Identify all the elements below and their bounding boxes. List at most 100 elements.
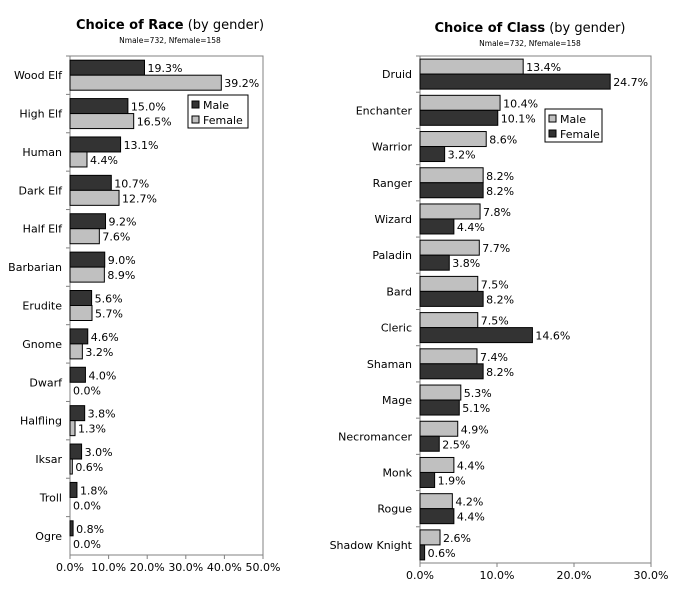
race-data-label: 9.2%	[109, 216, 137, 229]
race-bar-male	[69, 443, 83, 460]
class-x-tick-label: 0.0%	[406, 569, 434, 582]
race-title-main: Choice of Race	[75, 18, 184, 33]
class-bar-male	[419, 456, 455, 473]
race-bar-female	[69, 305, 93, 321]
race-x-tick-label: 30.0%	[168, 561, 203, 574]
class-bar-female	[419, 218, 455, 235]
race-bar-male	[69, 213, 107, 230]
class-data-label: 4.4%	[457, 511, 485, 524]
class-bar-female	[419, 290, 484, 307]
race-data-label: 0.0%	[73, 499, 101, 512]
race-data-label: 13.1%	[124, 139, 159, 152]
race-x-tick-label: 20.0%	[130, 561, 165, 574]
class-category-label: Mage	[382, 394, 412, 407]
class-category-label: Druid	[382, 68, 412, 81]
race-x-tick-label: 40.0%	[207, 561, 242, 574]
class-bar-female	[419, 182, 484, 199]
race-data-label: 15.0%	[131, 101, 166, 114]
class-data-label: 24.7%	[613, 76, 648, 89]
class-bar-male	[419, 420, 459, 437]
race-bar-male	[69, 520, 74, 537]
race-chart-subtitle: Nmale=732, Nfemale=158	[119, 36, 221, 45]
race-data-label: 8.9%	[107, 269, 135, 282]
class-bar-female	[419, 146, 446, 163]
race-data-label: 5.7%	[95, 308, 123, 321]
race-category-label: Ogre	[35, 530, 62, 543]
class-data-label: 13.4%	[526, 61, 561, 74]
race-bar-female	[69, 458, 73, 475]
class-data-label: 5.3%	[464, 387, 492, 400]
race-chart-title: Choice of Race (by gender)	[60, 18, 280, 33]
race-category-label: Erudite	[22, 300, 62, 313]
race-data-label: 3.0%	[85, 446, 113, 459]
race-data-label: 4.6%	[91, 331, 119, 344]
race-legend-label-female: Female	[203, 114, 243, 127]
race-bar-female	[69, 189, 120, 206]
race-data-label: 0.0%	[73, 538, 101, 551]
race-category-label: Dark Elf	[19, 184, 64, 197]
class-data-label: 8.2%	[486, 293, 514, 306]
race-title-suffix: (by gender)	[187, 18, 265, 33]
class-data-label: 4.9%	[461, 423, 489, 436]
race-bar-female	[69, 113, 135, 130]
class-x-tick-label: 10.0%	[480, 569, 515, 582]
class-bar-male	[419, 275, 479, 292]
race-bar-female	[69, 266, 105, 283]
class-data-label: 1.9%	[438, 474, 466, 487]
class-data-label: 8.2%	[486, 170, 514, 183]
class-category-label: Paladin	[372, 249, 412, 262]
class-bar-male	[419, 529, 441, 546]
class-data-label: 7.7%	[482, 242, 510, 255]
class-category-label: Necromancer	[338, 430, 412, 443]
class-legend-swatch-male	[548, 114, 557, 123]
race-category-label: Gnome	[22, 338, 62, 351]
class-category-label: Shaman	[367, 358, 412, 371]
class-bar-female	[419, 435, 440, 452]
class-bar-male	[419, 131, 487, 148]
class-data-label: 2.6%	[443, 532, 471, 545]
race-data-label: 1.8%	[80, 484, 108, 497]
class-data-label: 10.4%	[503, 97, 538, 110]
class-chart-subtitle: Nmale=732, Nfemale=158	[479, 39, 581, 48]
class-data-label: 4.2%	[455, 496, 483, 509]
race-bar-male	[69, 136, 122, 153]
class-bar-female	[419, 471, 436, 488]
race-data-label: 0.6%	[75, 461, 103, 474]
class-bar-male	[419, 167, 484, 184]
class-data-label: 3.2%	[448, 149, 476, 162]
race-category-label: Half Elf	[23, 223, 63, 236]
class-data-label: 4.4%	[457, 459, 485, 472]
class-category-label: Rogue	[377, 503, 412, 516]
race-bar-male	[69, 98, 129, 115]
class-data-label: 8.6%	[489, 134, 517, 147]
class-data-label: 8.2%	[486, 366, 514, 379]
class-category-label: Shadow Knight	[330, 539, 413, 552]
race-bar-female	[69, 228, 100, 245]
race-data-label: 5.6%	[95, 293, 123, 306]
race-category-label: Troll	[39, 491, 62, 504]
class-bar-male	[419, 239, 480, 256]
race-data-label: 0.8%	[76, 523, 104, 536]
class-data-label: 0.6%	[428, 547, 456, 560]
race-bar-female	[69, 420, 76, 437]
race-category-label: Iksar	[35, 453, 62, 466]
race-bar-male	[69, 481, 78, 498]
class-data-label: 7.5%	[481, 315, 509, 328]
class-bar-male	[419, 312, 479, 329]
race-data-label: 19.3%	[147, 62, 182, 75]
race-bar-male	[69, 328, 89, 345]
race-bar-female	[69, 74, 222, 91]
race-data-label: 4.0%	[88, 369, 116, 382]
race-bar-male	[69, 290, 93, 306]
race-bar-female	[69, 343, 83, 360]
class-data-label: 4.4%	[457, 221, 485, 234]
class-data-label: 7.5%	[481, 278, 509, 291]
race-legend-swatch-female	[191, 115, 200, 124]
class-bar-male	[419, 384, 462, 401]
class-category-label: Cleric	[381, 322, 412, 335]
race-x-tick-label: 10.0%	[91, 561, 126, 574]
class-title-main: Choice of Class	[434, 21, 546, 36]
class-category-label: Wizard	[374, 213, 412, 226]
class-category-label: Warrior	[372, 141, 413, 154]
class-category-label: Ranger	[373, 177, 413, 190]
